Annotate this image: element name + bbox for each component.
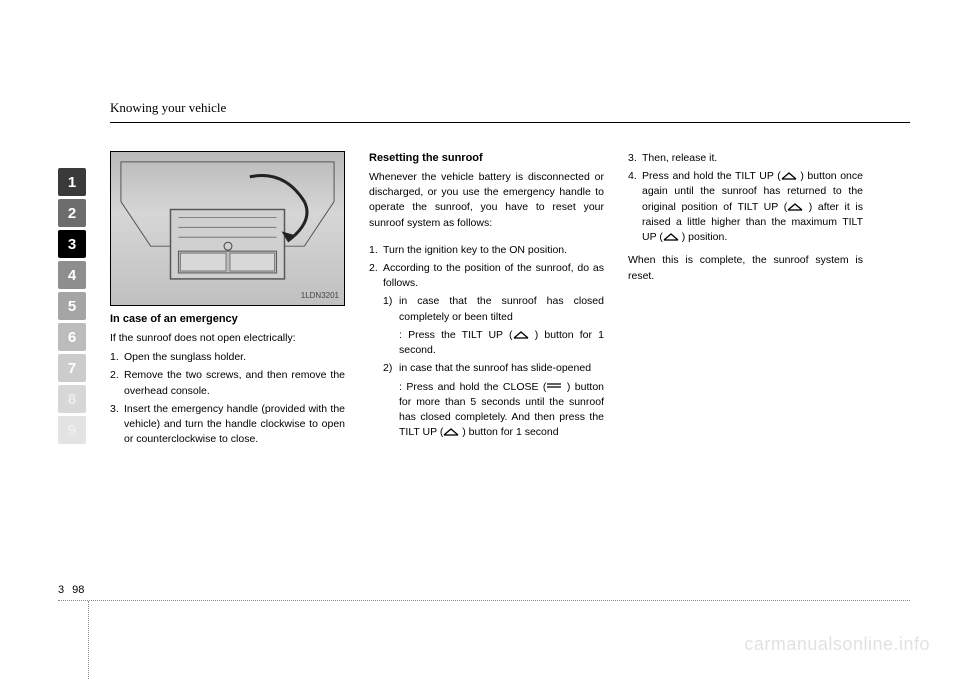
sub-item-text: in case that the sunroof has slide-opene…: [399, 361, 604, 376]
item-number: 1.: [110, 350, 124, 365]
page-content: Knowing your vehicle: [110, 100, 910, 619]
item-number: 4.: [628, 169, 642, 245]
tab-6: 6: [58, 323, 86, 351]
reset-intro: Whenever the vehicle battery is disconne…: [369, 170, 604, 231]
figure-id: 1LDN3201: [301, 290, 339, 302]
figure-overhead-console: 1LDN3201: [110, 151, 345, 306]
watermark: carmanualsonline.info: [744, 634, 930, 655]
tilt-up-icon: [443, 428, 459, 436]
sub-list-item: 1) in case that the sunroof has closed c…: [369, 294, 604, 324]
item-text: Remove the two screws, and then remove t…: [124, 368, 345, 398]
tab-5: 5: [58, 292, 86, 320]
column-2: Resetting the sunroof Whenever the vehic…: [369, 151, 604, 450]
sub-item-number: 2): [383, 361, 399, 376]
item-number: 3.: [110, 402, 124, 448]
sub-item-detail: : Press and hold the CLOSE ( ) button fo…: [369, 380, 604, 441]
sub-item-text: in case that the sunroof has closed comp…: [399, 294, 604, 324]
reset-heading: Resetting the sunroof: [369, 151, 604, 167]
list-item: 3. Then, release it.: [628, 151, 863, 166]
column-3: 3. Then, release it. 4. Press and hold t…: [628, 151, 863, 450]
tab-4: 4: [58, 261, 86, 289]
page-number: 3 98: [58, 584, 84, 596]
item-text: Turn the ignition key to the ON position…: [383, 243, 604, 258]
list-item: 4. Press and hold the TILT UP ( ) button…: [628, 169, 863, 245]
figure-illustration: [111, 152, 344, 306]
tab-9: 9: [58, 416, 86, 444]
list-item: 1. Open the sunglass holder.: [110, 350, 345, 365]
tilt-up-icon: [663, 233, 679, 241]
emergency-intro: If the sunroof does not open electricall…: [110, 331, 345, 346]
chapter-heading: Knowing your vehicle: [110, 100, 910, 122]
item-number: 2.: [369, 261, 383, 291]
tilt-up-icon: [781, 172, 797, 180]
item-number: 1.: [369, 243, 383, 258]
item-text: Press and hold the TILT UP ( ) button on…: [642, 169, 863, 245]
close-icon: [546, 383, 562, 391]
sub-list-item: 2) in case that the sunroof has slide-op…: [369, 361, 604, 376]
sub-item-detail: : Press the TILT UP ( ) button for 1 sec…: [369, 328, 604, 358]
column-1: 1LDN3201 In case of an emergency If the …: [110, 151, 345, 450]
tab-1: 1: [58, 168, 86, 196]
tab-3-active: 3: [58, 230, 86, 258]
footer-vertical-rule: [88, 601, 89, 679]
tilt-up-icon: [787, 203, 803, 211]
item-text: Insert the emergency handle (provided wi…: [124, 402, 345, 448]
closing-paragraph: When this is complete, the sunroof syste…: [628, 253, 863, 283]
three-column-layout: 1LDN3201 In case of an emergency If the …: [110, 151, 910, 450]
item-number: 3.: [628, 151, 642, 166]
item-text: According to the position of the sunroof…: [383, 261, 604, 291]
page-number-value: 98: [72, 584, 84, 596]
list-item: 2. Remove the two screws, and then remov…: [110, 368, 345, 398]
footer-rule: [58, 600, 910, 601]
item-text: Then, release it.: [642, 151, 863, 166]
list-item: 3. Insert the emergency handle (provided…: [110, 402, 345, 448]
tilt-up-icon: [513, 331, 529, 339]
tab-7: 7: [58, 354, 86, 382]
item-number: 2.: [110, 368, 124, 398]
item-text: Open the sunglass holder.: [124, 350, 345, 365]
sub-item-number: 1): [383, 294, 399, 324]
header-rule: [110, 122, 910, 123]
tab-2: 2: [58, 199, 86, 227]
tab-8: 8: [58, 385, 86, 413]
emergency-heading: In case of an emergency: [110, 312, 345, 328]
list-item: 2. According to the position of the sunr…: [369, 261, 604, 291]
page-footer: 3 98: [58, 580, 910, 601]
list-item: 1. Turn the ignition key to the ON posit…: [369, 243, 604, 258]
chapter-number: 3: [58, 584, 64, 596]
chapter-tabs: 1 2 3 4 5 6 7 8 9: [58, 168, 86, 447]
